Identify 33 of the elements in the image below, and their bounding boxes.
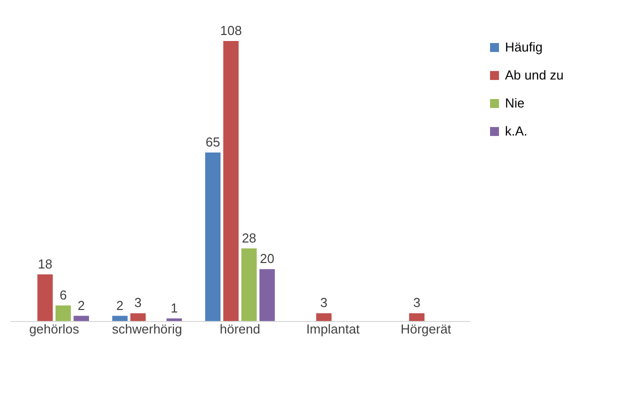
data-label: 1 (170, 300, 178, 316)
data-label: 3 (320, 295, 328, 310)
data-label: 18 (38, 256, 52, 272)
data-label: 2 (116, 298, 124, 313)
x-tick-label: hörend (220, 322, 260, 336)
bar (112, 316, 128, 321)
data-label: 108 (220, 23, 242, 38)
data-label: 2 (78, 298, 85, 313)
legend-label: Häufig (505, 40, 543, 54)
data-label: 65 (206, 134, 220, 150)
bar (259, 269, 275, 321)
bar (409, 313, 424, 321)
x-tick-label: schwerhörig (112, 322, 182, 336)
data-label: 3 (134, 295, 142, 310)
x-tick-label: Hörgerät (400, 322, 452, 336)
bar (223, 41, 239, 321)
legend-label: Nie (505, 96, 525, 110)
legend-label: k.A. (505, 124, 528, 138)
legend-label: Ab und zu (505, 68, 564, 82)
data-label: 28 (242, 230, 256, 246)
bar (241, 248, 257, 321)
bar (56, 305, 71, 321)
x-tick-label: gehörlos (29, 322, 80, 336)
bar (130, 313, 146, 321)
x-tick-label: Implantat (306, 322, 360, 336)
data-label: 3 (413, 295, 420, 310)
bar (205, 152, 221, 321)
bar (37, 274, 53, 321)
data-label: 6 (60, 287, 67, 302)
bar (316, 313, 332, 321)
bar (166, 318, 182, 321)
bar (74, 316, 89, 321)
data-label: 20 (260, 251, 274, 266)
